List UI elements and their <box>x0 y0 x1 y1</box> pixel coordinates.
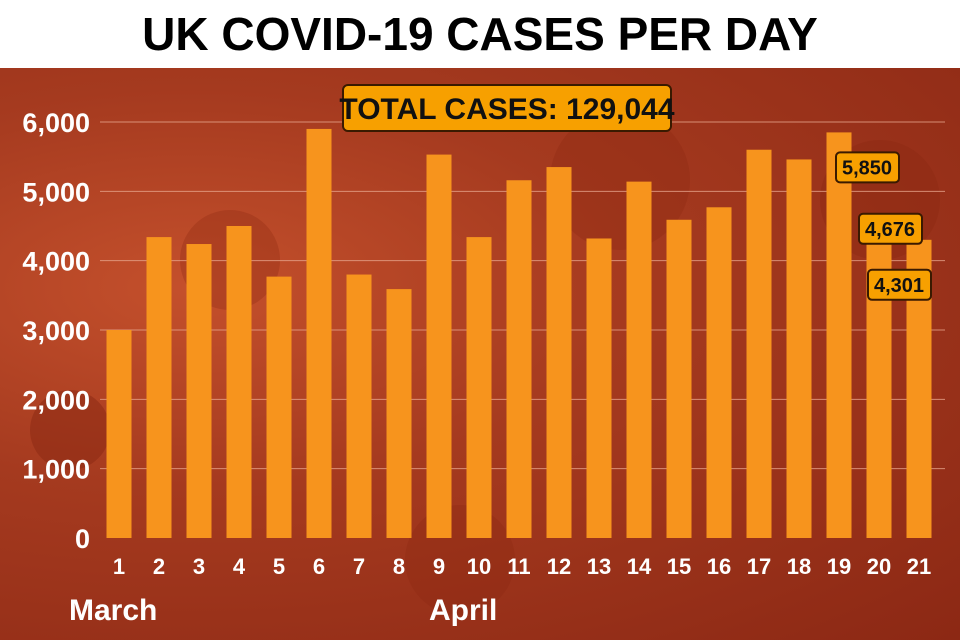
y-tick-label: 2,000 <box>22 385 90 415</box>
y-tick-label: 5,000 <box>22 177 90 207</box>
x-tick-label: 3 <box>193 554 205 579</box>
x-tick-label: 19 <box>827 554 851 579</box>
value-callout-label: 4,676 <box>865 219 915 241</box>
value-callout-label: 5,850 <box>842 157 892 179</box>
y-tick-label: 0 <box>75 524 90 554</box>
month-group-label: April <box>429 594 497 627</box>
bar <box>866 213 892 538</box>
x-tick-label: 2 <box>153 554 165 579</box>
title-banner: UK COVID-19 CASES PER DAY <box>0 0 960 68</box>
total-cases-box <box>342 84 672 132</box>
bar <box>106 330 132 538</box>
value-callout-box <box>867 268 932 301</box>
bar <box>266 276 292 538</box>
x-tick-label: 15 <box>667 554 691 579</box>
x-tick-label: 17 <box>747 554 771 579</box>
bar <box>226 226 252 538</box>
x-tick-label: 5 <box>273 554 285 579</box>
y-tick-label: 1,000 <box>22 455 90 485</box>
bar <box>426 154 452 538</box>
value-callout-box <box>835 151 900 184</box>
chart-title: UK COVID-19 CASES PER DAY <box>142 8 818 60</box>
x-tick-label: 12 <box>547 554 571 579</box>
bar <box>626 181 652 539</box>
bar <box>306 128 332 538</box>
bar <box>546 167 572 539</box>
bar <box>346 274 372 538</box>
x-tick-label: 8 <box>393 554 405 579</box>
x-tick-label: 14 <box>627 554 652 579</box>
value-callout-label: 4,301 <box>874 275 924 297</box>
bar <box>186 244 212 538</box>
x-tick-label: 18 <box>787 554 811 579</box>
x-tick-label: 13 <box>587 554 611 579</box>
bar <box>506 180 532 539</box>
bar <box>746 149 772 538</box>
x-tick-label: 4 <box>233 554 246 579</box>
x-tick-label: 16 <box>707 554 731 579</box>
x-tick-label: 20 <box>867 554 891 579</box>
total-cases-label: TOTAL CASES: 129,044 <box>339 93 674 126</box>
x-tick-label: 9 <box>433 554 445 579</box>
x-tick-label: 10 <box>467 554 491 579</box>
x-tick-label: 7 <box>353 554 365 579</box>
x-tick-label: 21 <box>907 554 931 579</box>
month-group-label: March <box>69 594 157 627</box>
x-tick-label: 11 <box>507 554 530 579</box>
value-callout-box <box>858 212 923 245</box>
bar <box>786 159 812 538</box>
y-tick-label: 6,000 <box>22 108 90 138</box>
y-tick-label: 3,000 <box>22 316 90 346</box>
bar <box>146 237 172 539</box>
x-tick-label: 6 <box>313 554 325 579</box>
y-tick-label: 4,000 <box>22 247 90 277</box>
bar <box>386 289 412 538</box>
bar <box>706 207 732 538</box>
bar <box>466 237 492 539</box>
bar <box>666 219 692 538</box>
x-tick-label: 1 <box>113 554 125 579</box>
bar <box>826 132 852 538</box>
bar <box>586 238 612 539</box>
